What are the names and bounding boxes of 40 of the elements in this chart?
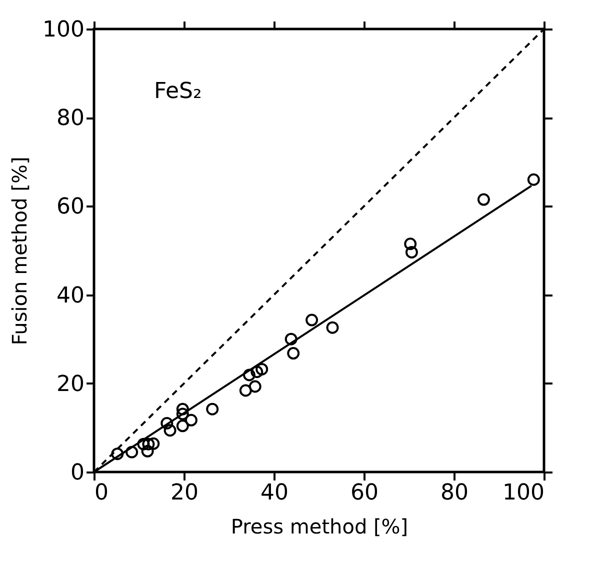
- point: [404, 238, 417, 250]
- point: [184, 414, 198, 426]
- point: [405, 246, 418, 259]
- y-tick-label: 40: [56, 283, 84, 308]
- annotation: FeS₂: [154, 79, 202, 104]
- point: [306, 314, 318, 326]
- point: [239, 384, 252, 397]
- x-axis-title: Press method [%]: [230, 514, 408, 538]
- y-tick-label: 60: [56, 194, 84, 220]
- point: [477, 193, 490, 206]
- x-tick-label: 0: [94, 480, 108, 506]
- x-tick-label: 40: [260, 480, 288, 506]
- point: [243, 368, 256, 382]
- point: [111, 448, 124, 460]
- point: [141, 444, 154, 458]
- point: [164, 424, 176, 437]
- point: [147, 437, 160, 450]
- y-tick-label: 0: [70, 460, 84, 486]
- point: [256, 362, 268, 376]
- point: [160, 417, 174, 430]
- y-axis-title: Fusion method [%]: [8, 156, 32, 346]
- point: [527, 173, 540, 186]
- x-tick-label: 20: [170, 480, 198, 506]
- point: [287, 347, 300, 360]
- point: [126, 446, 138, 458]
- point: [176, 402, 189, 416]
- x-tick-label: 60: [350, 480, 378, 506]
- point: [142, 438, 155, 450]
- point: [284, 332, 298, 346]
- point: [326, 321, 339, 334]
- point: [206, 402, 219, 416]
- point: [250, 366, 264, 378]
- y-tick-label: 100: [42, 18, 84, 42]
- point: [176, 408, 189, 420]
- y-tick-label: 80: [56, 106, 84, 132]
- point: [248, 380, 262, 393]
- x-tick-label: 80: [440, 480, 468, 506]
- y-tick-label: 20: [56, 372, 84, 397]
- point: [176, 420, 189, 432]
- x-tick-label: 100: [502, 480, 544, 506]
